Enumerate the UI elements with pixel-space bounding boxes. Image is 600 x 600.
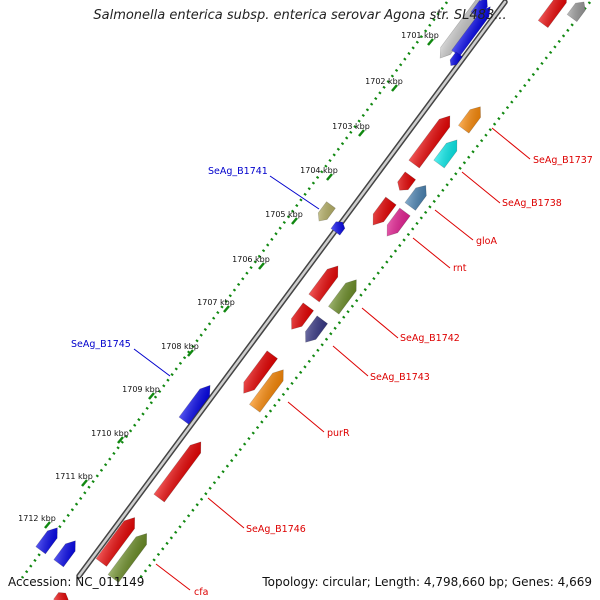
connector-8 [133,348,171,377]
tick-label-4: 1704 kbp [300,166,338,175]
topology-text: Topology: circular; Length: 4,798,660 bp… [262,575,592,589]
gene-feature-18[interactable] [286,302,314,333]
accession-text: Accession: NC_011149 [8,575,145,589]
gene-label-3[interactable]: gloA [476,236,497,247]
gene-feature-17[interactable] [328,276,361,315]
connector-10 [207,497,245,529]
tick-label-5: 1705 kbp [265,210,303,219]
gene-feature-4[interactable] [566,0,589,23]
gene-label-9[interactable]: purR [327,428,350,439]
gene-feature-24[interactable] [35,524,62,555]
tick-mark-3 [358,129,365,137]
tick-mark-4 [326,173,333,181]
gene-feature-27[interactable] [107,530,152,583]
connector-6 [361,307,399,339]
gene-labels: SeAg_B1737 SeAg_B1738 gloA rnt SeAg_B1741 SeA… [71,155,593,598]
label-connectors [133,127,531,591]
gene-label-5[interactable]: SeAg_B1741 [208,166,268,177]
gene-feature-6[interactable] [470,0,491,19]
tick-label-9: 1709 kbp [122,385,160,394]
tick-label-2: 1702 kbp [365,77,403,86]
connector-11 [155,563,191,591]
gene-label-2[interactable]: SeAg_B1738 [502,198,562,209]
tick-label-8: 1708 kbp [161,342,199,351]
gene-feature-23[interactable] [153,438,206,503]
tick-mark-1 [427,38,434,46]
gene-label-4[interactable]: rnt [453,263,467,274]
tick-label-3: 1703 kbp [332,122,370,131]
gene-feature-3[interactable] [537,0,571,29]
tick-label-1: 1701 kbp [401,31,439,40]
gene-feature-14[interactable] [315,201,336,225]
gene-feature-10[interactable] [394,171,417,194]
gene-feature-22[interactable] [249,366,288,413]
gene-feature-8[interactable] [458,103,485,134]
tick-mark-8 [187,349,194,357]
tick-label-12: 1712 kbp [18,514,56,523]
gene-label-10[interactable]: SeAg_B1746 [246,524,306,535]
connector-9 [287,401,325,433]
gene-feature-19[interactable] [300,315,328,346]
gene-label-1[interactable]: SeAg_B1737 [533,155,593,166]
dotted-guides [20,1,592,579]
tick-mark-11 [81,479,88,487]
gene-label-8[interactable]: SeAg_B1745 [71,339,131,350]
tick-mark-7 [223,305,230,313]
gene-label-6[interactable]: SeAg_B1742 [400,333,460,344]
connector-3 [434,209,474,241]
tick-mark-12 [44,521,51,529]
connector-5 [269,175,320,210]
tick-label-7: 1707 kbp [197,298,235,307]
gene-feature-11[interactable] [404,182,431,211]
gene-feature-26[interactable] [95,514,140,567]
tick-label-11: 1711 kbp [55,472,93,481]
connector-4 [412,237,451,269]
gene-feature-28[interactable] [53,590,71,600]
tick-mark-2 [391,84,398,92]
connector-2 [461,171,501,204]
tick-mark-9 [148,392,155,400]
gene-feature-16[interactable] [308,262,343,303]
gene-label-11[interactable]: cfa [194,587,208,598]
tick-mark-5 [291,217,298,225]
connector-1 [491,127,531,160]
tick-label-6: 1706 kbp [232,255,270,264]
tick-label-10: 1710 kbp [91,429,129,438]
gene-feature-5[interactable] [448,51,463,68]
gene-feature-13[interactable] [382,207,411,240]
map-title: Salmonella enterica subsp. enterica sero… [93,8,507,23]
tick-mark-10 [117,436,124,444]
gene-label-7[interactable]: SeAg_B1743 [370,372,430,383]
gene-feature-25[interactable] [53,537,80,568]
gene-feature-21[interactable] [238,350,278,397]
connector-7 [332,345,369,377]
backbone [76,0,508,579]
tick-marks: 1701 kbp 1702 kbp 1703 kbp 1704 kbp 1705 kbp… [18,31,439,529]
tick-mark-6 [258,262,265,270]
gene-feature-15[interactable] [330,219,347,236]
gene-features [35,0,589,600]
gene-feature-12[interactable] [368,196,397,229]
gene-feature-9[interactable] [433,136,462,169]
gene-feature-7[interactable] [408,112,455,169]
gene-feature-20[interactable] [178,382,215,425]
